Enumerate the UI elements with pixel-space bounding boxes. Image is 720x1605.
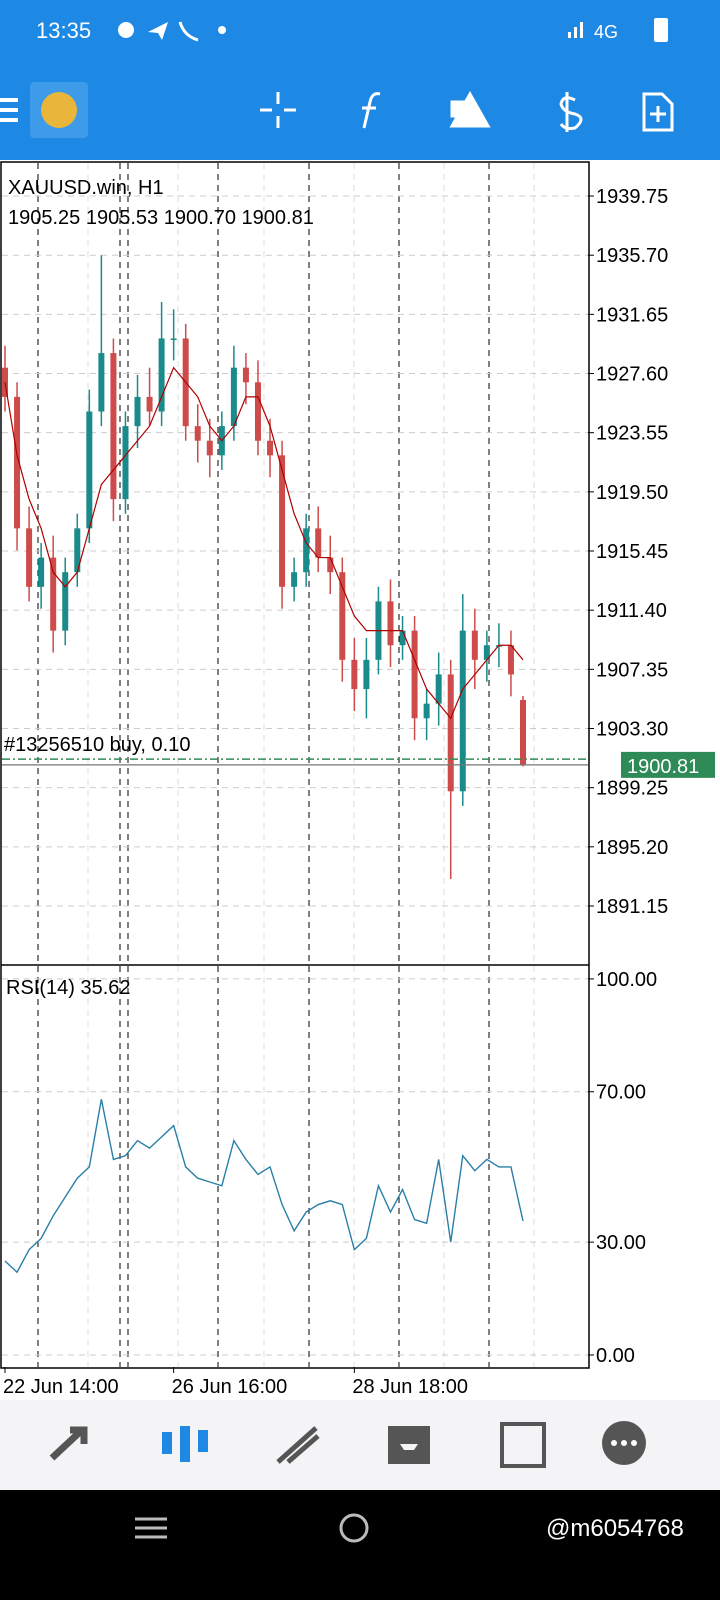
chart-title: XAUUSD.win, H1 <box>8 177 164 199</box>
candle-body <box>423 703 430 719</box>
x-tick-label: 28 Jun 18:00 <box>352 1376 468 1398</box>
y-tick-label: 1895.20 <box>596 837 668 859</box>
network-type: 4G <box>594 22 618 42</box>
candle-body <box>50 557 57 631</box>
candle-body <box>303 528 310 573</box>
candle-body <box>62 572 69 631</box>
candle-body <box>459 630 466 792</box>
candle-body <box>206 440 213 456</box>
nav-history[interactable] <box>388 1426 430 1464</box>
y-tick-label: 1939.75 <box>596 186 668 208</box>
watermark: @m6054768 <box>546 1515 684 1542</box>
logo-coin <box>41 92 77 128</box>
candle-body <box>26 528 33 587</box>
status-time: 13:35 <box>36 18 91 43</box>
moving-average <box>4 366 524 720</box>
new-order-button[interactable] <box>642 92 674 132</box>
bid-label: 1900.81 <box>627 756 699 778</box>
home-button[interactable] <box>339 1513 369 1543</box>
y-tick-label: 1935.70 <box>596 245 668 267</box>
candle-body <box>267 440 274 456</box>
y-tick-label: 30.00 <box>596 1232 646 1254</box>
candle-body <box>122 426 129 500</box>
y-tick-label: 1891.15 <box>596 896 668 918</box>
nav-icons <box>49 1421 646 1468</box>
y-tick-label: 0.00 <box>596 1345 635 1367</box>
rsi-line <box>4 1099 524 1274</box>
candle-body <box>291 572 298 587</box>
y-tick-label: 1903.30 <box>596 718 668 740</box>
bid-label-box <box>621 751 715 778</box>
bottom-nav <box>0 1400 720 1490</box>
y-tick-label: 1915.45 <box>596 541 668 563</box>
nav-messages[interactable] <box>602 1421 646 1465</box>
rsi-name: RSI(14) <box>6 977 75 999</box>
candle-body <box>254 382 261 441</box>
nav-trade[interactable] <box>276 1426 320 1464</box>
ohlc-values: 1905.25 1905.53 1900.70 1900.81 <box>8 207 314 229</box>
y-tick-label: 1911.40 <box>596 600 667 622</box>
candle-body <box>134 396 141 427</box>
rsi-last: 35.62 <box>80 977 130 999</box>
candle-body <box>242 367 249 383</box>
candle-body <box>471 630 478 660</box>
candle-body <box>38 557 45 587</box>
menu-button[interactable] <box>0 98 18 122</box>
candle-body <box>110 353 117 500</box>
nav-news[interactable] <box>500 1422 546 1468</box>
y-tick-label: 1931.65 <box>596 304 668 326</box>
y-tick-label: 70.00 <box>596 1082 646 1104</box>
y-tick-label: 1919.50 <box>596 482 668 504</box>
candle-body <box>435 674 442 704</box>
candle-body <box>315 528 322 558</box>
candle-body <box>520 700 526 765</box>
candle-body <box>387 601 394 646</box>
candle-body <box>14 396 21 529</box>
crosshair-button[interactable] <box>260 92 296 128</box>
candle-body <box>399 630 406 646</box>
x-tick-label: 26 Jun 16:00 <box>172 1376 288 1398</box>
candle-body <box>483 645 490 660</box>
candle-body <box>507 645 514 675</box>
candle-body <box>170 338 177 340</box>
y-tick-label: 1899.25 <box>596 778 668 800</box>
candle-body <box>447 674 454 792</box>
candle-body <box>194 426 201 441</box>
order-label: #13256510 buy, 0.10 <box>4 734 190 756</box>
recents-button[interactable] <box>135 1517 167 1539</box>
candle-body <box>98 353 105 412</box>
system-buttons <box>135 1513 369 1543</box>
trade-button[interactable] <box>559 92 583 132</box>
system-nav <box>0 1490 720 1600</box>
nav-chart[interactable] <box>162 1426 208 1462</box>
y-tick-label: 1907.35 <box>596 659 668 681</box>
y-tick-label: 100.00 <box>596 969 657 991</box>
y-tick-label: 1927.60 <box>596 364 668 386</box>
candle-body <box>146 396 153 412</box>
candle-body <box>351 659 358 690</box>
candle-body <box>74 528 81 573</box>
candle-body <box>86 411 93 529</box>
candle-body <box>411 630 418 719</box>
candle-body <box>279 455 286 587</box>
indicators-button[interactable] <box>362 92 381 129</box>
candle-body <box>230 367 237 427</box>
y-tick-label: 1923.55 <box>596 423 668 445</box>
objects-button[interactable] <box>449 90 491 128</box>
candle-body <box>158 338 165 412</box>
rsi-title: RSI(14) 35.62 <box>6 977 131 999</box>
status-icons <box>118 18 668 42</box>
candle-body <box>363 659 370 690</box>
nav-quotes[interactable] <box>49 1426 88 1461</box>
candle-body <box>339 572 346 660</box>
x-tick-label: 22 Jun 14:00 <box>3 1376 119 1398</box>
candle-body <box>327 557 334 573</box>
chart: 1939.75 1935.70 1931.65 1927.60 1923.55 1919.… <box>2 163 715 1398</box>
